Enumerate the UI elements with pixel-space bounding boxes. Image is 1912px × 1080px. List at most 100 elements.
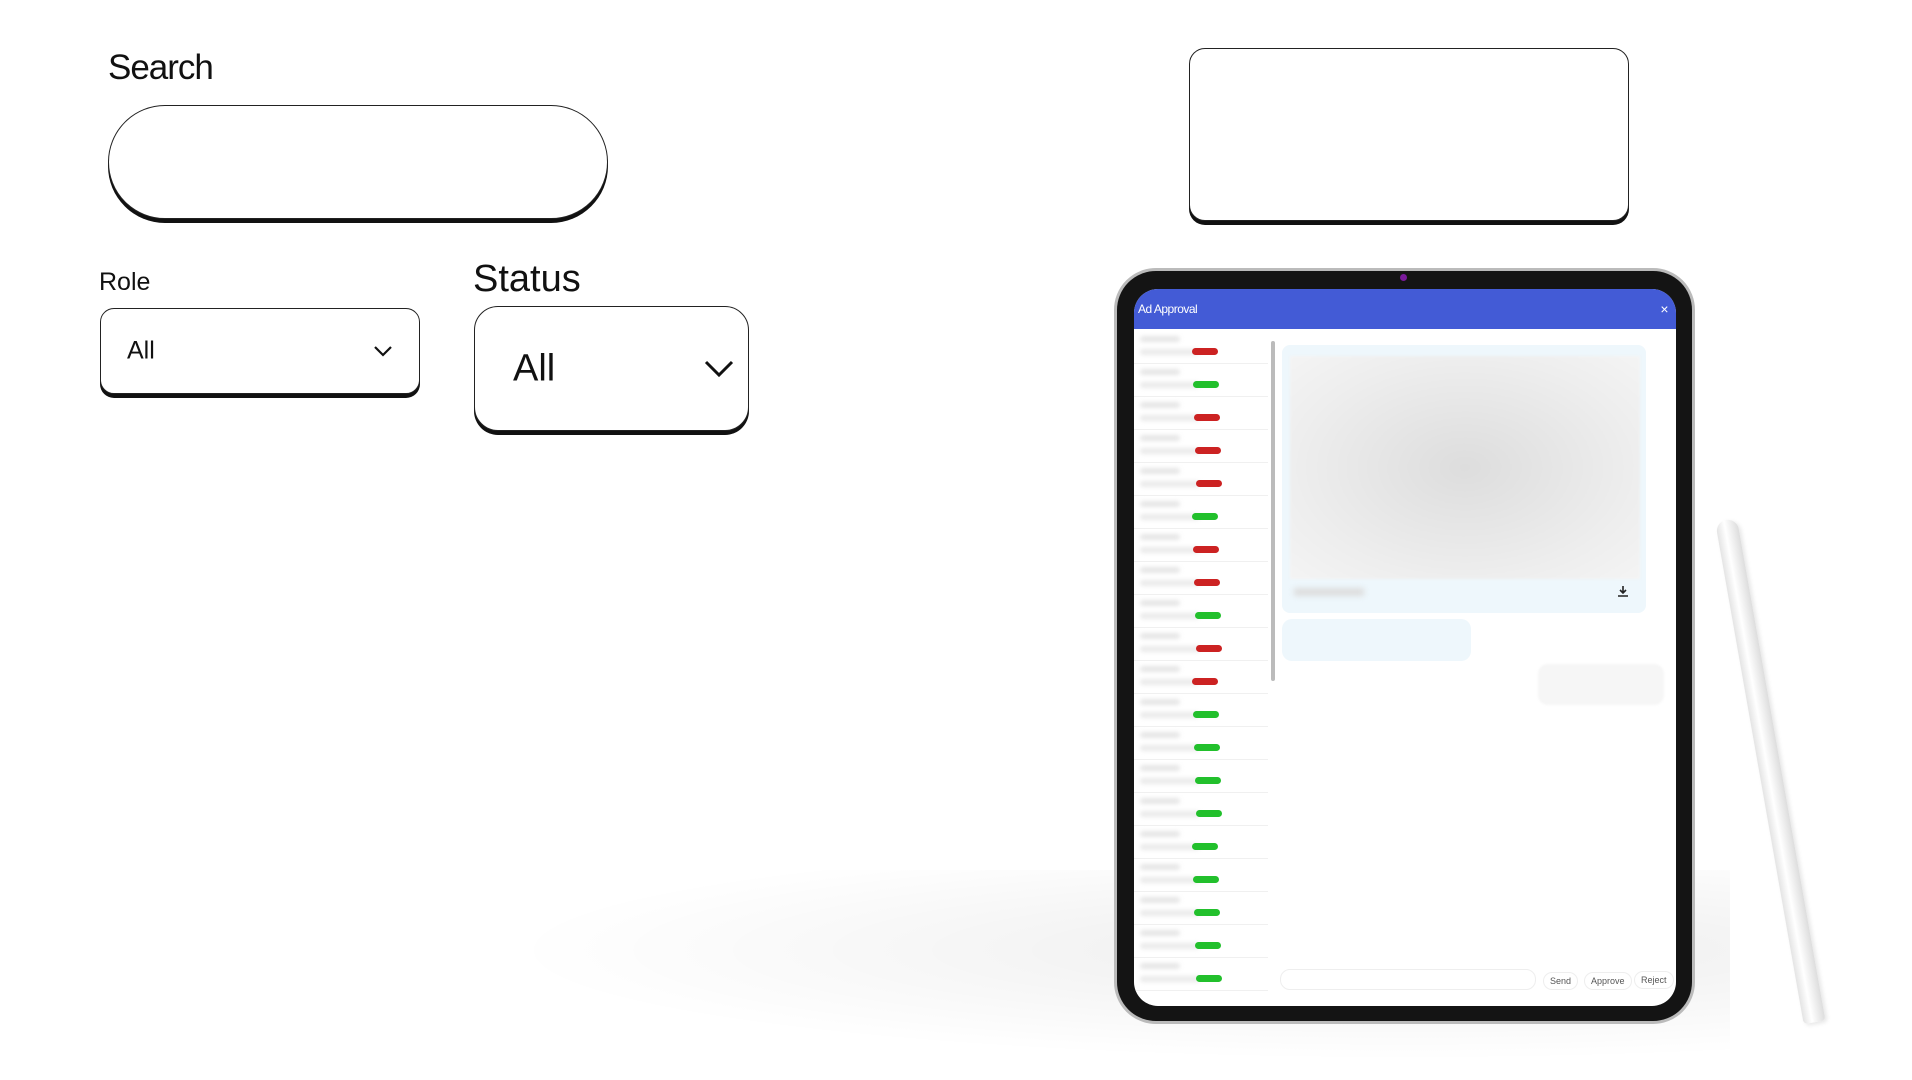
status-pill-rejected bbox=[1195, 447, 1221, 454]
list-scrollbar[interactable] bbox=[1271, 341, 1275, 681]
status-pill-rejected bbox=[1192, 348, 1218, 355]
list-item[interactable] bbox=[1134, 397, 1268, 430]
status-pill-approved bbox=[1193, 711, 1219, 718]
item-subtitle bbox=[1140, 613, 1200, 619]
ad-preview-card bbox=[1282, 345, 1646, 613]
item-title bbox=[1140, 435, 1180, 441]
list-item[interactable] bbox=[1134, 628, 1268, 661]
list-item[interactable] bbox=[1134, 793, 1268, 826]
item-subtitle bbox=[1140, 811, 1200, 817]
message-bubble-right bbox=[1538, 664, 1664, 705]
status-pill-approved bbox=[1194, 744, 1220, 751]
list-item[interactable] bbox=[1134, 826, 1268, 859]
list-item[interactable] bbox=[1134, 430, 1268, 463]
list-item[interactable] bbox=[1134, 331, 1268, 364]
item-title bbox=[1140, 633, 1180, 639]
reject-button[interactable]: Reject bbox=[1634, 971, 1674, 989]
item-subtitle bbox=[1140, 910, 1200, 916]
item-subtitle bbox=[1140, 547, 1200, 553]
status-pill-approved bbox=[1195, 612, 1221, 619]
search-input[interactable] bbox=[108, 105, 608, 219]
list-item[interactable] bbox=[1134, 760, 1268, 793]
list-item[interactable] bbox=[1134, 727, 1268, 760]
list-item[interactable] bbox=[1134, 496, 1268, 529]
chevron-down-icon bbox=[704, 360, 734, 377]
status-pill-rejected bbox=[1196, 480, 1222, 487]
status-pill-rejected bbox=[1196, 645, 1222, 652]
list-item[interactable] bbox=[1134, 925, 1268, 958]
item-title bbox=[1140, 369, 1180, 375]
item-subtitle bbox=[1140, 877, 1200, 883]
item-title bbox=[1140, 336, 1180, 342]
item-subtitle bbox=[1140, 514, 1200, 520]
list-item[interactable] bbox=[1134, 958, 1268, 991]
list-item[interactable] bbox=[1134, 859, 1268, 892]
list-item[interactable] bbox=[1134, 463, 1268, 496]
item-subtitle bbox=[1140, 745, 1200, 751]
item-subtitle bbox=[1140, 646, 1200, 652]
item-title bbox=[1140, 930, 1180, 936]
ad-list bbox=[1134, 331, 1268, 991]
tablet-device: Ad Approval × Send Approve Reject bbox=[1114, 268, 1695, 1024]
close-icon[interactable]: × bbox=[1660, 301, 1668, 317]
status-pill-approved bbox=[1194, 909, 1220, 916]
item-subtitle bbox=[1140, 481, 1200, 487]
status-pill-approved bbox=[1196, 975, 1222, 982]
status-pill-rejected bbox=[1194, 414, 1220, 421]
item-subtitle bbox=[1140, 844, 1200, 850]
status-pill-rejected bbox=[1193, 546, 1219, 553]
app-title: Ad Approval bbox=[1138, 302, 1198, 316]
item-title bbox=[1140, 699, 1180, 705]
status-pill-approved bbox=[1195, 777, 1221, 784]
status-pill-approved bbox=[1196, 810, 1222, 817]
item-title bbox=[1140, 666, 1180, 672]
item-subtitle bbox=[1140, 415, 1200, 421]
item-subtitle bbox=[1140, 349, 1200, 355]
item-subtitle bbox=[1140, 382, 1200, 388]
status-select[interactable]: All bbox=[474, 306, 749, 431]
chevron-down-icon bbox=[374, 346, 392, 357]
ad-preview-image bbox=[1290, 356, 1640, 579]
item-subtitle bbox=[1140, 712, 1200, 718]
item-subtitle bbox=[1140, 679, 1200, 685]
item-subtitle bbox=[1140, 976, 1200, 982]
item-title bbox=[1140, 831, 1180, 837]
item-title bbox=[1140, 402, 1180, 408]
send-button[interactable]: Send bbox=[1543, 972, 1579, 990]
list-item[interactable] bbox=[1134, 892, 1268, 925]
ad-approval-screen: Ad Approval × Send Approve Reject bbox=[1134, 289, 1676, 1006]
status-pill-rejected bbox=[1192, 678, 1218, 685]
blank-panel bbox=[1189, 48, 1629, 221]
item-title bbox=[1140, 501, 1180, 507]
status-value: All bbox=[513, 347, 556, 389]
status-pill-approved bbox=[1193, 381, 1219, 388]
item-title bbox=[1140, 732, 1180, 738]
stylus bbox=[1715, 518, 1826, 1025]
item-subtitle bbox=[1140, 448, 1200, 454]
list-item[interactable] bbox=[1134, 364, 1268, 397]
item-title bbox=[1140, 567, 1180, 573]
list-item[interactable] bbox=[1134, 595, 1268, 628]
app-header: Ad Approval × bbox=[1134, 289, 1676, 329]
list-item[interactable] bbox=[1134, 661, 1268, 694]
message-input[interactable] bbox=[1280, 969, 1536, 990]
item-subtitle bbox=[1140, 943, 1200, 949]
item-subtitle bbox=[1140, 778, 1200, 784]
camera-dot bbox=[1400, 274, 1407, 281]
list-item[interactable] bbox=[1134, 562, 1268, 595]
item-title bbox=[1140, 468, 1180, 474]
approve-button[interactable]: Approve bbox=[1584, 972, 1632, 990]
preview-caption bbox=[1294, 588, 1364, 596]
download-icon[interactable] bbox=[1617, 585, 1629, 597]
role-value: All bbox=[127, 336, 155, 365]
list-item[interactable] bbox=[1134, 694, 1268, 727]
list-item[interactable] bbox=[1134, 529, 1268, 562]
item-title bbox=[1140, 963, 1180, 969]
item-title bbox=[1140, 534, 1180, 540]
status-label: Status bbox=[473, 258, 581, 300]
item-title bbox=[1140, 765, 1180, 771]
search-label: Search bbox=[108, 48, 214, 87]
item-title bbox=[1140, 897, 1180, 903]
item-subtitle bbox=[1140, 580, 1200, 586]
role-select[interactable]: All bbox=[100, 308, 420, 394]
